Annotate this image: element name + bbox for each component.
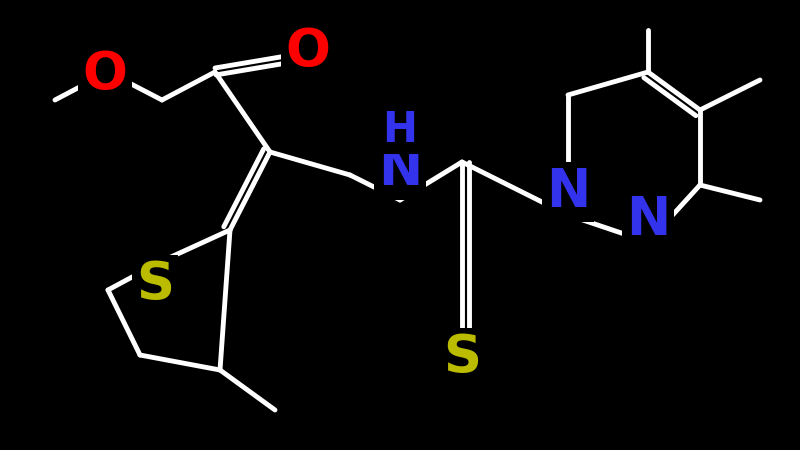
Text: N: N xyxy=(378,144,422,196)
Text: N: N xyxy=(626,194,670,246)
Text: O: O xyxy=(286,26,330,78)
Text: H: H xyxy=(382,109,418,151)
Text: S: S xyxy=(136,259,174,311)
Text: H: H xyxy=(382,109,418,151)
Text: S: S xyxy=(443,332,481,384)
Text: O: O xyxy=(82,49,127,101)
Text: N: N xyxy=(546,166,590,218)
